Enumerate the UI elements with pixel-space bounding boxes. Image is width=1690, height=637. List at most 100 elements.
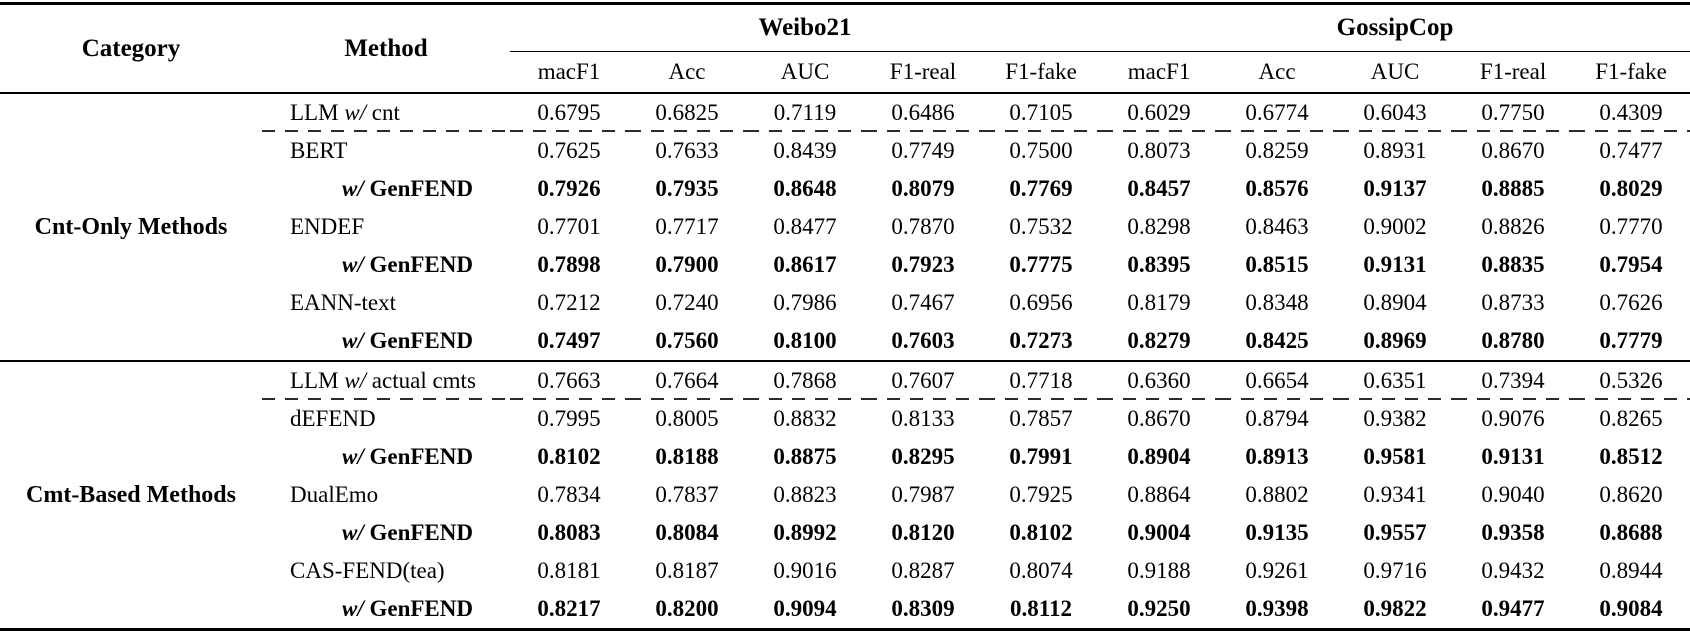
metric-value-cell: 0.8688 <box>1599 520 1663 545</box>
metric-value-cell: 0.7273 <box>1009 328 1073 353</box>
metric-value-cell: 0.7119 <box>746 93 864 132</box>
method-name-prefix: LLM <box>290 100 345 125</box>
method-name-prefix: BERT <box>290 138 348 163</box>
metric-value-cell: 0.7532 <box>1009 214 1073 239</box>
metric-value-cell: 0.8102 <box>537 444 601 469</box>
col-header-gossip-f1real: F1-real <box>1479 59 1547 84</box>
metric-value-cell: 0.7750 <box>1454 93 1573 132</box>
metric-value-cell: 0.7870 <box>891 214 955 239</box>
metric-value-cell: 0.7834 <box>537 482 601 507</box>
metric-value-cell: 0.7779 <box>1599 328 1663 353</box>
metric-value-cell: 0.9250 <box>1127 596 1191 621</box>
method-w-italic: w/ <box>342 176 364 201</box>
method-cell: w/ GenFEND <box>262 170 510 208</box>
method-w-italic: w/ <box>344 368 367 393</box>
method-cell: BERT <box>262 132 510 170</box>
metric-value-cell: 0.8733 <box>1481 290 1545 315</box>
metric-value-cell: 0.7603 <box>891 328 955 353</box>
method-cell: EANN-text <box>262 284 510 322</box>
method-name-suffix: actual cmts <box>366 368 476 393</box>
metric-value-cell: 0.8309 <box>891 596 955 621</box>
table-row: w/ GenFEND 0.7926 0.7935 0.8648 0.8079 0.7769… <box>0 170 1690 208</box>
method-cell: w/ GenFEND <box>262 590 510 630</box>
metric-value-cell: 0.6360 <box>1100 361 1219 400</box>
metric-value-cell: 0.7868 <box>746 361 864 400</box>
metric-value-cell: 0.6043 <box>1336 93 1455 132</box>
col-header-weibo-f1real: F1-real <box>889 59 957 84</box>
table-row: w/ GenFEND 0.8083 0.8084 0.8992 0.8120 0.8102… <box>0 514 1690 552</box>
metric-value-cell: 0.9432 <box>1481 558 1545 583</box>
metric-value-cell: 0.9382 <box>1363 406 1427 431</box>
metric-value-cell: 0.7926 <box>537 176 601 201</box>
method-cell: CAS-FEND(tea) <box>262 552 510 590</box>
metric-value-cell: 0.8100 <box>773 328 837 353</box>
metric-value-cell: 0.8913 <box>1245 444 1309 469</box>
method-name-suffix: GenFEND <box>363 596 473 621</box>
metric-value-cell: 0.8120 <box>891 520 955 545</box>
method-name-prefix: CAS-FEND(tea) <box>290 558 445 583</box>
metric-value-cell: 0.8133 <box>891 406 955 431</box>
method-name-prefix: LLM <box>290 368 345 393</box>
metric-value-cell: 0.6956 <box>1009 290 1073 315</box>
metric-value-cell: 0.8670 <box>1127 406 1191 431</box>
metric-value-cell: 0.7954 <box>1599 252 1663 277</box>
category-cell: Cmt-Based Methods <box>26 481 236 508</box>
metric-value-cell: 0.8439 <box>773 138 837 163</box>
method-w-italic: w/ <box>342 520 364 545</box>
metric-value-cell: 0.7633 <box>655 138 719 163</box>
metric-value-cell: 0.7500 <box>1009 138 1073 163</box>
metric-value-cell: 0.8084 <box>655 520 719 545</box>
method-cell: LLM w/ cnt <box>262 93 510 132</box>
metric-value-cell: 0.6351 <box>1336 361 1455 400</box>
metric-value-cell: 0.6029 <box>1100 93 1219 132</box>
metric-value-cell: 0.8780 <box>1481 328 1545 353</box>
table-header: Category Method Weibo21 GossipCop macF1 … <box>0 3 1690 93</box>
metric-value-cell: 0.8992 <box>773 520 837 545</box>
metric-value-cell: 0.7717 <box>655 214 719 239</box>
metric-value-cell: 0.9477 <box>1481 596 1545 621</box>
metric-value-cell: 0.8187 <box>655 558 719 583</box>
metric-value-cell: 0.9188 <box>1127 558 1191 583</box>
metric-value-cell: 0.8515 <box>1245 252 1309 277</box>
metric-value-cell: 0.9822 <box>1363 596 1427 621</box>
metric-value-cell: 0.8670 <box>1481 138 1545 163</box>
metric-value-cell: 0.8648 <box>773 176 837 201</box>
col-header-gossip-acc: Acc <box>1258 59 1296 84</box>
metric-value-cell: 0.9131 <box>1363 252 1427 277</box>
table-row: Cmt-Based Methods LLM w/ actual cmts 0.766… <box>0 361 1690 508</box>
metric-value-cell: 0.8073 <box>1127 138 1191 163</box>
table-row: EANN-text 0.7212 0.7240 0.7986 0.7467 0.6956 0… <box>0 284 1690 322</box>
metric-value-cell: 0.7769 <box>1009 176 1073 201</box>
metric-value-cell: 0.9040 <box>1481 482 1545 507</box>
method-name-suffix: GenFEND <box>363 176 473 201</box>
metric-value-cell: 0.8102 <box>1009 520 1073 545</box>
metric-value-cell: 0.7925 <box>1009 482 1073 507</box>
metric-value-cell: 0.7105 <box>982 93 1101 132</box>
metric-value-cell: 0.7775 <box>1009 252 1073 277</box>
metric-value-cell: 0.8079 <box>891 176 955 201</box>
metric-value-cell: 0.8826 <box>1481 214 1545 239</box>
metric-value-cell: 0.8295 <box>891 444 955 469</box>
metric-value-cell: 0.7664 <box>628 361 746 400</box>
metric-value-cell: 0.9557 <box>1363 520 1427 545</box>
metric-value-cell: 0.7749 <box>891 138 955 163</box>
method-name-suffix: cnt <box>366 100 400 125</box>
metric-value-cell: 0.9341 <box>1363 482 1427 507</box>
metric-value-cell: 0.8864 <box>1127 482 1191 507</box>
metric-value-cell: 0.8083 <box>537 520 601 545</box>
metric-value-cell: 0.8802 <box>1245 482 1309 507</box>
method-cell: LLM w/ actual cmts <box>262 361 510 400</box>
metric-value-cell: 0.6774 <box>1218 93 1337 132</box>
metric-value-cell: 0.7663 <box>510 361 628 400</box>
metric-value-cell: 0.7477 <box>1599 138 1663 163</box>
metric-value-cell: 0.8279 <box>1127 328 1191 353</box>
metric-value-cell: 0.9398 <box>1245 596 1309 621</box>
metric-value-cell: 0.8425 <box>1245 328 1309 353</box>
metric-value-cell: 0.7923 <box>891 252 955 277</box>
col-header-weibo-auc: AUC <box>780 59 830 84</box>
metric-value-cell: 0.8823 <box>773 482 837 507</box>
method-name-suffix: GenFEND <box>363 328 473 353</box>
table-row: DualEmo 0.7834 0.7837 0.8823 0.7987 0.7925 0.8… <box>0 476 1690 514</box>
